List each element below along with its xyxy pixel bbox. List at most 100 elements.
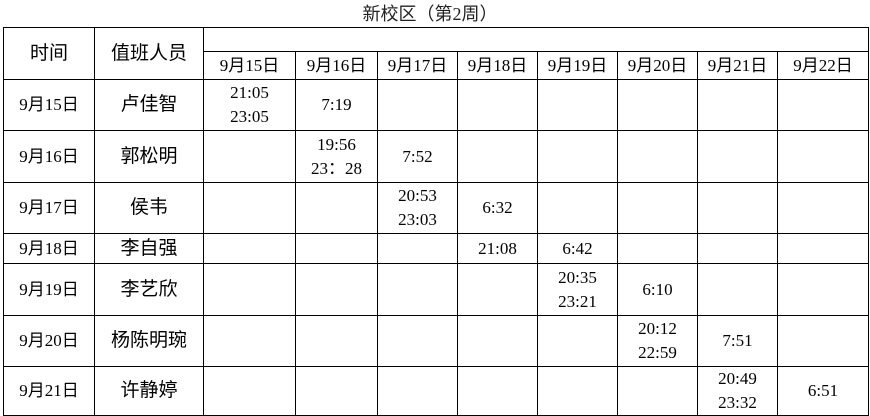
time-cell[interactable] xyxy=(377,366,458,416)
time-cell[interactable] xyxy=(295,263,378,316)
time-value: 23:32 xyxy=(718,393,757,412)
time-cell[interactable] xyxy=(617,79,698,131)
time-value: 20:35 xyxy=(558,267,597,287)
header-staff[interactable]: 值班人员 xyxy=(94,27,204,80)
time-cell[interactable] xyxy=(295,233,378,264)
time-value: 7:52 xyxy=(402,146,433,166)
time-cell[interactable] xyxy=(697,79,778,131)
staff-name-cell[interactable]: 杨陈明琬 xyxy=(94,315,204,367)
time-value: 6:10 xyxy=(642,279,673,299)
date-header-row: 9月15日 9月16日 9月17日 9月18日 9月19日 9月20日 9月21日 9月22日 xyxy=(4,51,869,80)
time-cell[interactable] xyxy=(203,315,296,367)
time-cell[interactable]: 20:35 23:21 xyxy=(537,263,618,316)
time-value: 21:05 xyxy=(230,83,269,102)
header-time[interactable]: 时间 xyxy=(3,27,95,80)
time-cell[interactable]: 7:52 xyxy=(377,130,458,183)
time-cell[interactable]: 21:08 xyxy=(457,233,538,264)
time-cell[interactable]: 20:53 23:03 xyxy=(377,182,458,234)
time-cell[interactable]: 20:49 23:32 xyxy=(697,366,778,416)
time-cell[interactable] xyxy=(537,79,618,131)
time-cell[interactable] xyxy=(377,315,458,367)
time-cell[interactable] xyxy=(537,182,618,234)
staff-name-cell[interactable]: 卢佳智 xyxy=(94,79,204,131)
time-value: 20:12 xyxy=(638,319,677,338)
time-cell[interactable] xyxy=(377,263,458,316)
time-cell[interactable] xyxy=(617,233,698,264)
time-cell[interactable] xyxy=(203,130,296,183)
time-cell[interactable] xyxy=(457,263,538,316)
time-cell[interactable] xyxy=(203,233,296,264)
time-value: 23:05 xyxy=(230,107,269,126)
staff-name-cell[interactable]: 郭松明 xyxy=(94,130,204,183)
time-cell[interactable] xyxy=(203,366,296,416)
row-date-cell[interactable]: 9月21日 xyxy=(3,366,95,416)
time-cell[interactable] xyxy=(697,130,778,183)
time-cell[interactable] xyxy=(377,79,458,131)
time-cell[interactable] xyxy=(457,130,538,183)
time-cell[interactable] xyxy=(777,233,869,264)
row-date-cell[interactable]: 9月15日 xyxy=(3,79,95,131)
time-value: 19:56 xyxy=(317,134,356,154)
time-cell[interactable] xyxy=(457,79,538,131)
time-cell[interactable] xyxy=(617,130,698,183)
row-date-cell[interactable]: 9月17日 xyxy=(3,182,95,234)
time-value: 7:19 xyxy=(321,95,352,114)
date-header-cell[interactable]: 9月15日 xyxy=(203,51,296,80)
time-cell[interactable] xyxy=(377,233,458,264)
time-cell[interactable] xyxy=(295,366,378,416)
date-header-cell[interactable]: 9月20日 xyxy=(617,51,698,80)
row-date-cell[interactable]: 9月20日 xyxy=(3,315,95,367)
time-cell[interactable]: 20:12 22:59 xyxy=(617,315,698,367)
table-row: 9月15日 卢佳智 21:05 23:05 7:19 xyxy=(3,79,869,131)
staff-name-cell[interactable]: 许静婷 xyxy=(94,366,204,416)
duty-schedule-table: 时间 值班人员 9月15日 9月16日 9月17日 9月18日 9月19日 9月20日 9月… xyxy=(3,27,869,416)
time-cell[interactable] xyxy=(457,315,538,367)
time-cell[interactable] xyxy=(777,130,869,183)
row-date-cell[interactable]: 9月19日 xyxy=(3,263,95,316)
row-date-cell[interactable]: 9月18日 xyxy=(3,233,95,264)
time-cell[interactable] xyxy=(203,263,296,316)
date-header-cell[interactable]: 9月18日 xyxy=(457,51,538,80)
header-merged-blank[interactable] xyxy=(203,27,869,52)
date-header-cell[interactable]: 9月16日 xyxy=(295,51,378,80)
time-cell[interactable] xyxy=(697,233,778,264)
time-cell[interactable] xyxy=(537,315,618,367)
time-cell[interactable]: 6:32 xyxy=(457,182,538,234)
time-cell[interactable]: 7:19 xyxy=(295,79,378,131)
time-cell[interactable] xyxy=(617,182,698,234)
time-value: 6:42 xyxy=(562,238,593,258)
time-cell[interactable]: 19:56 23：28 xyxy=(295,130,378,183)
time-cell[interactable] xyxy=(777,315,869,367)
time-value: 6:32 xyxy=(482,198,513,217)
time-cell[interactable] xyxy=(537,130,618,183)
time-cell[interactable]: 6:51 xyxy=(777,366,869,416)
time-cell[interactable] xyxy=(697,263,778,316)
time-cell[interactable] xyxy=(295,315,378,367)
time-value: 23:03 xyxy=(398,210,437,229)
time-cell[interactable] xyxy=(457,366,538,416)
staff-name-cell[interactable]: 侯韦 xyxy=(94,182,204,234)
time-cell[interactable] xyxy=(617,366,698,416)
date-header-cell[interactable]: 9月19日 xyxy=(537,51,618,80)
time-cell[interactable]: 6:10 xyxy=(617,263,698,316)
table-row: 9月19日 李艺欣 20:35 23:21 6:10 xyxy=(3,263,869,316)
time-value: 7:51 xyxy=(722,331,753,350)
time-cell[interactable]: 6:42 xyxy=(537,233,618,264)
time-cell[interactable] xyxy=(537,366,618,416)
date-header-cell[interactable]: 9月22日 xyxy=(777,51,869,80)
row-date-cell[interactable]: 9月16日 xyxy=(3,130,95,183)
staff-name-cell[interactable]: 李自强 xyxy=(94,233,204,264)
table-row: 9月16日 郭松明 19:56 23：28 7:52 xyxy=(3,130,869,183)
staff-name-cell[interactable]: 李艺欣 xyxy=(94,263,204,316)
time-value: 22:59 xyxy=(638,343,677,362)
date-header-cell[interactable]: 9月17日 xyxy=(377,51,458,80)
time-cell[interactable] xyxy=(203,182,296,234)
time-cell[interactable]: 21:05 23:05 xyxy=(203,79,296,131)
time-cell[interactable] xyxy=(777,263,869,316)
time-cell[interactable]: 7:51 xyxy=(697,315,778,367)
time-cell[interactable] xyxy=(777,182,869,234)
time-cell[interactable] xyxy=(697,182,778,234)
time-cell[interactable] xyxy=(777,79,869,131)
time-cell[interactable] xyxy=(295,182,378,234)
date-header-cell[interactable]: 9月21日 xyxy=(697,51,778,80)
